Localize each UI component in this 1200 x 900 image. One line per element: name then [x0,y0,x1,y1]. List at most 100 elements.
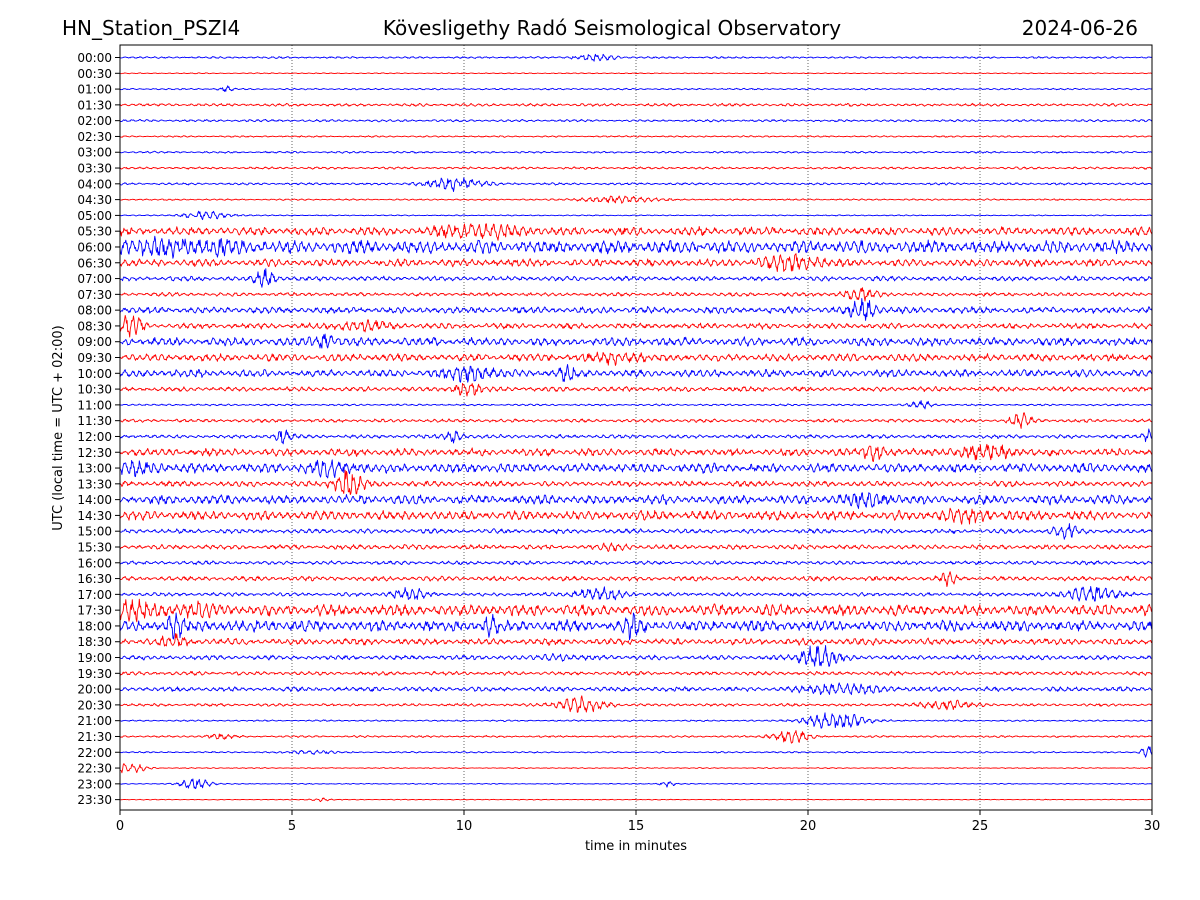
trace-1930 [119,670,1153,676]
y-axis-label: UTC (local time = UTC + 02:00) [51,325,66,530]
row-label: 13:30 [77,477,112,491]
row-label: 19:00 [77,651,112,665]
trace-1130 [119,412,1153,429]
trace-1030 [119,383,1152,397]
trace-1530 [119,542,1153,552]
row-label: 23:00 [77,777,112,791]
x-tick-label: 25 [972,819,989,834]
row-label: 17:30 [77,604,112,618]
trace-0400 [119,177,1153,192]
x-tick-label: 10 [456,819,473,834]
x-tick-label: 0 [116,819,124,834]
trace-2100 [119,712,1153,729]
trace-1900 [119,645,1153,667]
trace-1800 [119,612,1153,641]
row-label: 08:30 [77,319,112,333]
station-title: HN_Station_PSZI4 [62,16,240,40]
row-label: 06:30 [77,256,112,270]
row-label: 11:00 [77,398,112,412]
row-label: 13:00 [77,462,112,476]
row-label: 09:00 [77,335,112,349]
row-label: 18:30 [77,635,112,649]
trace-0330 [119,166,1153,170]
trace-0130 [119,102,1153,107]
trace-2300 [119,778,1152,790]
row-label: 15:30 [77,540,112,554]
trace-1230 [119,443,1153,462]
trace-0830 [119,314,1153,338]
trace-0630 [119,253,1153,272]
row-label: 05:00 [77,209,112,223]
trace-1200 [119,428,1153,445]
row-label: 01:00 [77,83,112,97]
row-label: 03:30 [77,162,112,176]
row-label: 23:30 [77,793,112,807]
trace-0730 [120,287,1153,302]
row-label: 00:00 [77,51,112,65]
row-label: 02:30 [77,130,112,144]
trace-1100 [119,400,1153,410]
row-label: 10:30 [77,383,112,397]
trace-1000 [119,364,1153,383]
row-label: 00:30 [77,67,112,81]
row-label: 21:00 [77,714,112,728]
x-tick-label: 15 [628,819,645,834]
trace-0900 [119,333,1153,349]
vertical-gridlines [291,45,981,810]
row-label: 14:30 [77,509,112,523]
trace-0300 [120,150,1153,154]
row-label: 12:30 [77,446,112,460]
row-label: 11:30 [77,414,112,428]
trace-2000 [119,682,1152,696]
row-label: 20:30 [77,698,112,712]
row-label: 16:30 [77,572,112,586]
trace-0100 [120,85,1153,92]
row-label: 04:00 [77,177,112,191]
row-label: 05:30 [77,225,112,239]
x-tick-label: 30 [1144,819,1161,834]
row-label: 02:00 [77,114,112,128]
x-axis-ticks: 0 5 10 15 20 25 30 [116,810,1160,834]
row-label: 10:00 [77,367,112,381]
row-label: 07:30 [77,288,112,302]
x-tick-label: 5 [288,819,296,834]
trace-0700 [119,268,1153,288]
trace-1700 [119,585,1153,602]
trace-1730 [119,598,1153,623]
trace-2230 [119,763,1153,774]
row-label: 15:00 [77,525,112,539]
date-title: 2024-06-26 [1022,16,1138,40]
trace-1430 [119,507,1153,525]
row-label: 21:30 [77,730,112,744]
observatory-title: Kövesligethy Radó Seismological Observat… [383,16,841,40]
trace-1330 [119,469,1153,496]
trace-0500 [119,210,1153,221]
trace-0530 [119,223,1153,241]
trace-1500 [119,523,1153,540]
trace-2200 [119,746,1153,758]
row-label: 22:00 [77,746,112,760]
trace-0600 [119,235,1153,259]
row-label: 04:30 [77,193,112,207]
row-label: 17:00 [77,588,112,602]
plot-frame [119,44,1153,811]
row-label: 22:30 [77,762,112,776]
row-label: 03:00 [77,146,112,160]
trace-0430 [119,195,1153,204]
trace-1400 [119,492,1153,509]
trace-0230 [119,135,1153,138]
trace-2330 [119,797,1153,803]
row-label: 09:30 [77,351,112,365]
row-label: 07:00 [77,272,112,286]
trace-1600 [119,560,1153,566]
trace-1300 [119,459,1153,479]
trace-0800 [119,298,1153,321]
trace-2030 [120,695,1153,713]
x-tick-label: 20 [800,819,817,834]
x-axis-label: time in minutes [585,839,687,854]
trace-0930 [119,351,1153,366]
trace-0200 [119,118,1153,123]
trace-0030 [119,72,1153,75]
